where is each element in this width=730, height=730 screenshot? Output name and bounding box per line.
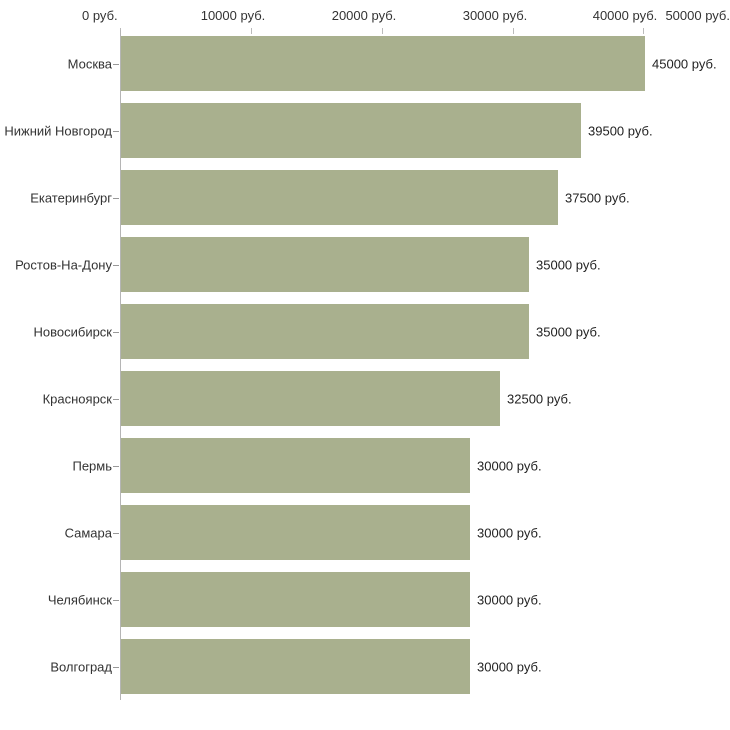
category-label-4: Новосибирск (0, 324, 112, 339)
value-label-8: 30000 руб. (477, 592, 542, 607)
category-label-1: Нижний Новгород (0, 123, 112, 138)
value-label-5: 32500 руб. (507, 391, 572, 406)
category-label-0: Москва (0, 56, 112, 71)
bar-0[interactable] (121, 36, 645, 91)
x-axis-tick-1: 10000 руб. (201, 8, 266, 23)
category-label-9: Волгоград (0, 659, 112, 674)
bar-1[interactable] (121, 103, 581, 158)
bar-2[interactable] (121, 170, 558, 225)
bar-6[interactable] (121, 438, 470, 493)
category-label-7: Самара (0, 525, 112, 540)
bar-row-2: Екатеринбург 37500 руб. (0, 164, 730, 231)
bar-row-8: Челябинск 30000 руб. (0, 566, 730, 633)
bar-4[interactable] (121, 304, 529, 359)
category-label-2: Екатеринбург (0, 190, 112, 205)
category-label-3: Ростов-На-Дону (0, 257, 112, 272)
category-label-5: Красноярск (0, 391, 112, 406)
value-label-6: 30000 руб. (477, 458, 542, 473)
value-label-9: 30000 руб. (477, 659, 542, 674)
bar-7[interactable] (121, 505, 470, 560)
bar-row-6: Пермь 30000 руб. (0, 432, 730, 499)
x-axis-tick-0: 0 руб. (82, 8, 118, 23)
bar-9[interactable] (121, 639, 470, 694)
bar-row-3: Ростов-На-Дону 35000 руб. (0, 231, 730, 298)
value-label-0: 45000 руб. (652, 56, 717, 71)
category-label-8: Челябинск (0, 592, 112, 607)
bar-row-9: Волгоград 30000 руб. (0, 633, 730, 700)
bar-3[interactable] (121, 237, 529, 292)
bar-5[interactable] (121, 371, 500, 426)
bar-chart: 0 руб. 10000 руб. 20000 руб. 30000 руб. … (0, 0, 730, 730)
value-label-7: 30000 руб. (477, 525, 542, 540)
bar-row-0: Москва 45000 руб. (0, 30, 730, 97)
bar-row-5: Красноярск 32500 руб. (0, 365, 730, 432)
bar-row-1: Нижний Новгород 39500 руб. (0, 97, 730, 164)
plot-area: Москва 45000 руб. Нижний Новгород 39500 … (0, 30, 730, 700)
bar-row-4: Новосибирск 35000 руб. (0, 298, 730, 365)
value-label-3: 35000 руб. (536, 257, 601, 272)
x-axis-tick-2: 20000 руб. (332, 8, 397, 23)
x-axis-ticks-row: 0 руб. 10000 руб. 20000 руб. 30000 руб. … (0, 8, 730, 30)
bar-row-7: Самара 30000 руб. (0, 499, 730, 566)
category-label-6: Пермь (0, 458, 112, 473)
value-label-2: 37500 руб. (565, 190, 630, 205)
value-label-4: 35000 руб. (536, 324, 601, 339)
x-axis-tick-4: 40000 руб. (593, 8, 658, 23)
x-axis-tick-3: 30000 руб. (463, 8, 528, 23)
value-label-1: 39500 руб. (588, 123, 653, 138)
bar-8[interactable] (121, 572, 470, 627)
x-axis-tick-5: 50000 руб. (665, 8, 730, 23)
